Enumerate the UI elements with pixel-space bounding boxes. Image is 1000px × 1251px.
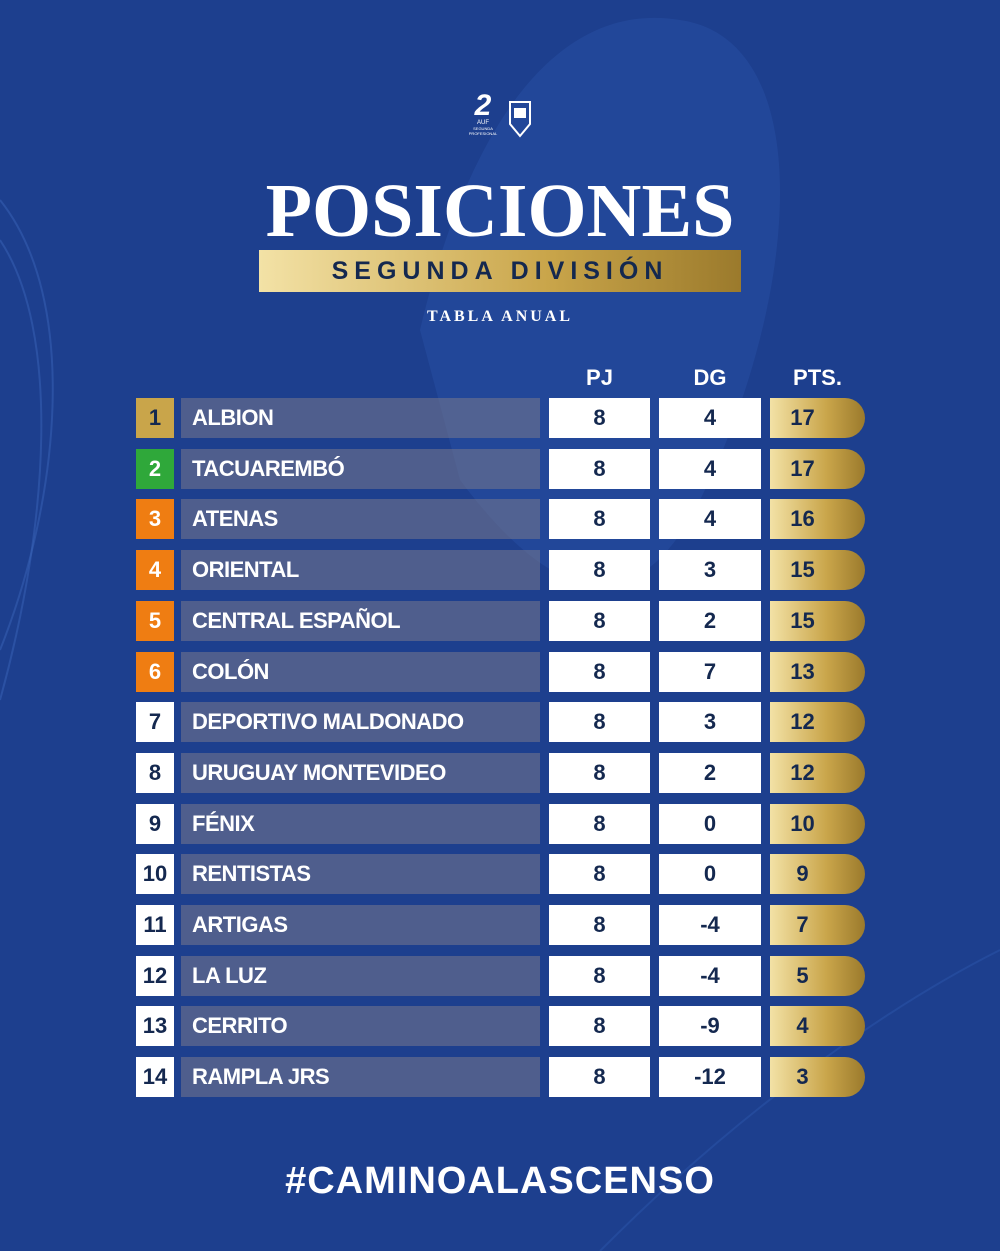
team-name: ALBION (181, 398, 540, 438)
played: 8 (549, 499, 650, 540)
played: 8 (549, 448, 650, 489)
team-name: TACUAREMBÓ (181, 448, 540, 489)
logo-sub: SEGUNDA PROFESIONAL (468, 126, 498, 136)
team-name: ORIENTAL (181, 550, 540, 591)
position: 5 (136, 600, 174, 641)
points: 15 (770, 600, 865, 641)
played: 8 (549, 905, 650, 945)
points: 13 (770, 651, 865, 692)
goal-diff: 4 (659, 448, 761, 489)
team-name: ARTIGAS (181, 905, 540, 945)
goal-diff: -9 (659, 1006, 761, 1047)
team-name: LA LUZ (181, 955, 540, 996)
position: 8 (136, 752, 174, 793)
played: 8 (549, 550, 650, 591)
position: 13 (136, 1006, 174, 1047)
points: 16 (770, 499, 865, 540)
points: 5 (770, 955, 865, 996)
points: 10 (770, 803, 865, 844)
goal-diff: -12 (659, 1057, 761, 1098)
points: 12 (770, 752, 865, 793)
played: 8 (549, 1006, 650, 1047)
position: 14 (136, 1057, 174, 1098)
goal-diff: -4 (659, 955, 761, 996)
team-name: COLÓN (181, 651, 540, 692)
column-header: DG (693, 365, 727, 390)
played: 8 (549, 1057, 650, 1098)
team-name: FÉNIX (181, 803, 540, 844)
goal-diff: 0 (659, 803, 761, 844)
goal-diff: 4 (659, 398, 761, 438)
position: 1 (136, 398, 174, 438)
column-header: PJ (586, 365, 613, 390)
goal-diff: -4 (659, 905, 761, 945)
points: 4 (770, 1006, 865, 1047)
logo-brand: AUF (477, 120, 489, 126)
played: 8 (549, 803, 650, 844)
team-name: CERRITO (181, 1006, 540, 1047)
goal-diff: 4 (659, 499, 761, 540)
team-name: RENTISTAS (181, 854, 540, 895)
team-name: URUGUAY MONTEVIDEO (181, 752, 540, 793)
goal-diff: 3 (659, 702, 761, 743)
points: 12 (770, 702, 865, 743)
position: 6 (136, 651, 174, 692)
position: 3 (136, 499, 174, 540)
played: 8 (549, 702, 650, 743)
team-name: ATENAS (181, 499, 540, 540)
position: 9 (136, 803, 174, 844)
position: 2 (136, 448, 174, 489)
played: 8 (549, 854, 650, 895)
team-name: RAMPLA JRS (181, 1057, 540, 1098)
logo-number: 2 (474, 89, 492, 122)
points: 17 (770, 398, 865, 438)
goal-diff: 3 (659, 550, 761, 591)
played: 8 (549, 752, 650, 793)
crest (509, 101, 531, 138)
position: 12 (136, 955, 174, 996)
played: 8 (549, 600, 650, 641)
goal-diff: 2 (659, 752, 761, 793)
points: 15 (770, 550, 865, 591)
played: 8 (549, 955, 650, 996)
goal-diff: 7 (659, 651, 761, 692)
points: 7 (770, 905, 865, 945)
points: 17 (770, 448, 865, 489)
team-name: CENTRAL ESPAÑOL (181, 600, 540, 641)
column-header: PTS. (793, 365, 842, 390)
caption: TABLA ANUAL (426, 308, 574, 325)
played: 8 (549, 398, 650, 438)
position: 11 (136, 905, 174, 945)
goal-diff: 2 (659, 600, 761, 641)
team-name: DEPORTIVO MALDONADO (181, 702, 540, 743)
subtitle: SEGUNDA DIVISIÓN (259, 250, 741, 292)
points: 9 (770, 854, 865, 895)
goal-diff: 0 (659, 854, 761, 895)
points: 3 (770, 1057, 865, 1098)
logo: 2 AUF SEGUNDA PROFESIONAL (466, 89, 500, 137)
played: 8 (549, 651, 650, 692)
position: 7 (136, 702, 174, 743)
hashtag: #CAMINOALASCENSO (285, 1160, 715, 1202)
position: 10 (136, 854, 174, 895)
title: POSICIONES (265, 169, 735, 253)
position: 4 (136, 550, 174, 591)
